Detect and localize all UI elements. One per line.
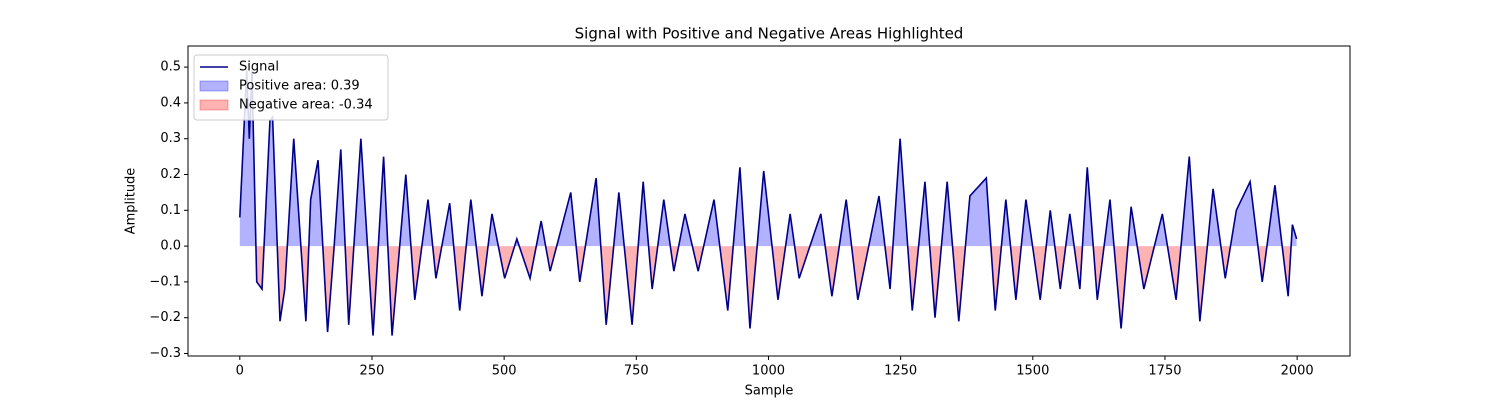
legend-patch bbox=[199, 80, 229, 92]
x-tick-label: 2000 bbox=[1281, 364, 1314, 379]
legend-label: Signal bbox=[239, 60, 279, 75]
x-axis-label: Sample bbox=[745, 384, 794, 399]
x-tick-label: 500 bbox=[492, 364, 517, 379]
legend-box bbox=[193, 54, 389, 121]
y-tick-label: −0.1 bbox=[149, 274, 181, 289]
chart-title: Signal with Positive and Negative Areas … bbox=[575, 25, 964, 43]
y-axis-label: Amplitude bbox=[124, 168, 139, 235]
x-tick-label: 1250 bbox=[884, 364, 917, 379]
legend-label: Negative area: -0.34 bbox=[239, 98, 373, 113]
x-tick-label: 750 bbox=[624, 364, 649, 379]
y-tick-label: 0.5 bbox=[160, 60, 181, 75]
signal-line bbox=[239, 70, 1298, 336]
legend-patch bbox=[199, 99, 229, 111]
area-fill bbox=[239, 70, 1297, 247]
y-tick-label: −0.2 bbox=[149, 310, 181, 325]
y-tick-label: 0.0 bbox=[160, 239, 181, 254]
y-tick-label: 0.4 bbox=[160, 95, 181, 110]
x-tick-label: 1750 bbox=[1148, 364, 1181, 379]
x-tick-label: 1000 bbox=[752, 364, 785, 379]
plot-frame bbox=[187, 45, 1351, 357]
y-tick-label: 0.2 bbox=[160, 167, 181, 182]
legend-label: Positive area: 0.39 bbox=[239, 79, 360, 94]
x-tick-label: 0 bbox=[236, 364, 244, 379]
x-tick-label: 1500 bbox=[1016, 364, 1049, 379]
y-tick-label: −0.3 bbox=[149, 346, 181, 361]
area-fill bbox=[239, 246, 1297, 336]
y-tick-label: 0.3 bbox=[160, 131, 181, 146]
x-tick-label: 250 bbox=[360, 364, 385, 379]
y-tick-label: 0.1 bbox=[160, 203, 181, 218]
